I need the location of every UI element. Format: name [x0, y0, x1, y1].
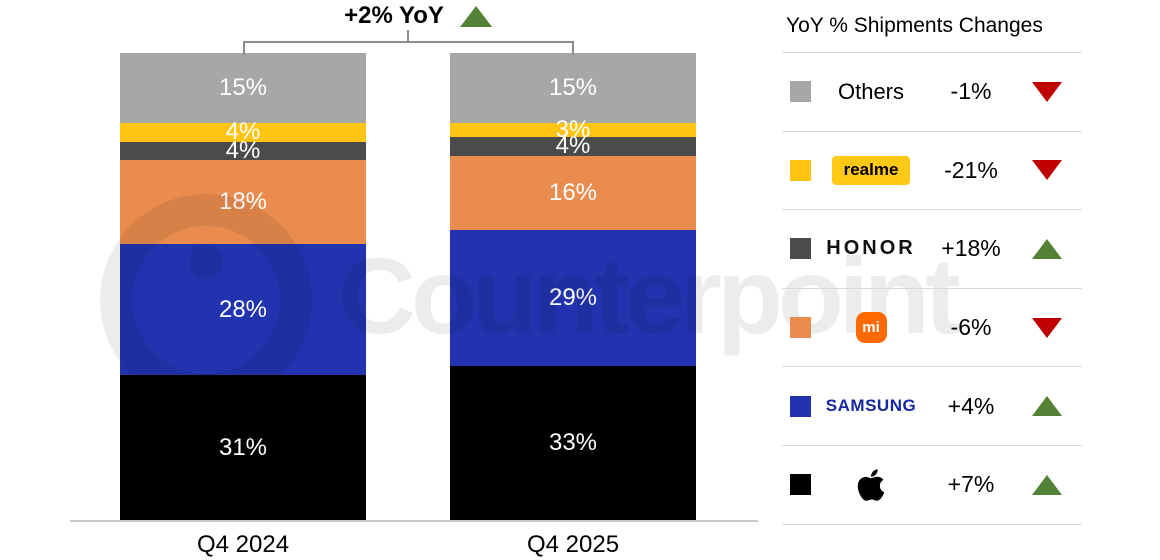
stacked-bar-q4-2025: 15% 3% 4% 16% 29% 33%	[450, 53, 696, 520]
legend-swatch-mi	[790, 317, 811, 339]
samsung-logo: SAMSUNG	[825, 396, 917, 416]
yoy-change-samsung: +4%	[947, 392, 995, 419]
up-triangle-icon	[1031, 396, 1062, 417]
x-axis-label-q4-2025: Q4 2025	[526, 531, 620, 558]
stacked-bar-q4-2024: 15% 4% 4% 18% 28% 31%	[120, 53, 366, 520]
legend-row-apple: +7%	[782, 444, 1082, 525]
yoy-change-apple: +7%	[947, 471, 995, 498]
bracket-right-tick	[572, 41, 574, 55]
bar-segment-honor-q4-2024: 4%	[120, 139, 366, 162]
bar-segment-others-q4-2025: 15%	[450, 53, 696, 124]
bar-segment-apple-q4-2025: 33%	[450, 365, 696, 520]
legend-row-realme: realme -21%	[782, 130, 1082, 210]
brand-label-others: Others	[837, 78, 905, 104]
legend-title: YoY % Shipments Changes	[786, 14, 1043, 37]
bar-segment-xiaomi-q4-2025: 16%	[450, 155, 696, 231]
down-triangle-icon	[1031, 317, 1062, 338]
bracket-stub	[407, 30, 409, 42]
up-triangle-icon	[1031, 474, 1062, 495]
x-axis-label-q4-2024: Q4 2024	[196, 531, 290, 558]
legend-row-samsung: SAMSUNG +4%	[782, 366, 1082, 445]
bar-segment-realme-q4-2024: 4%	[120, 120, 366, 144]
bar-segment-samsung-q4-2025: 29%	[450, 230, 696, 366]
legend-row-honor: HONOR +18%	[782, 209, 1082, 288]
legend-swatch-others	[790, 81, 811, 103]
honor-logo: HONOR	[826, 237, 916, 260]
bar-segment-apple-q4-2024: 31%	[120, 375, 366, 520]
legend-panel: YoY % Shipments Changes Others -1% realme -…	[782, 0, 1082, 525]
yoy-annotation: +2% YoY	[344, 2, 492, 30]
legend-swatch-apple	[790, 474, 811, 496]
bar-segment-xiaomi-q4-2024: 18%	[120, 160, 366, 245]
xiaomi-mi-logo: mi	[811, 312, 931, 344]
legend-swatch-samsung	[790, 395, 811, 417]
legend-row-mi: mi -6%	[782, 287, 1082, 367]
yoy-change-others: -1%	[950, 78, 992, 105]
down-triangle-icon	[1031, 81, 1062, 102]
yoy-change-honor: +18%	[941, 235, 1001, 262]
bracket-horizontal	[243, 41, 574, 43]
bar-segment-honor-q4-2025: 4%	[450, 134, 696, 158]
bracket-left-tick	[243, 41, 245, 55]
yoy-change-mi: -6%	[950, 314, 992, 341]
up-triangle-icon	[459, 5, 492, 27]
bar-segment-others-q4-2024: 15%	[120, 53, 366, 124]
up-triangle-icon	[1031, 238, 1062, 259]
legend-swatch-realme	[790, 159, 811, 181]
x-axis-line	[70, 520, 758, 522]
yoy-annotation-label: +2% YoY	[344, 2, 444, 29]
legend-swatch-honor	[790, 238, 811, 260]
legend-row-others: Others -1%	[782, 52, 1082, 131]
down-triangle-icon	[1031, 160, 1062, 181]
bar-segment-samsung-q4-2024: 28%	[120, 244, 366, 376]
apple-logo-icon	[811, 467, 931, 503]
realme-logo: realme	[811, 156, 931, 185]
yoy-change-realme: -21%	[944, 156, 998, 183]
